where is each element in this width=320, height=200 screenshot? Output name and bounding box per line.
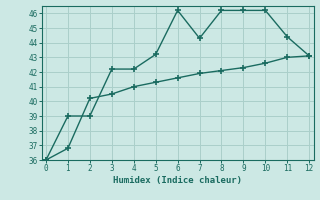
X-axis label: Humidex (Indice chaleur): Humidex (Indice chaleur): [113, 176, 242, 185]
